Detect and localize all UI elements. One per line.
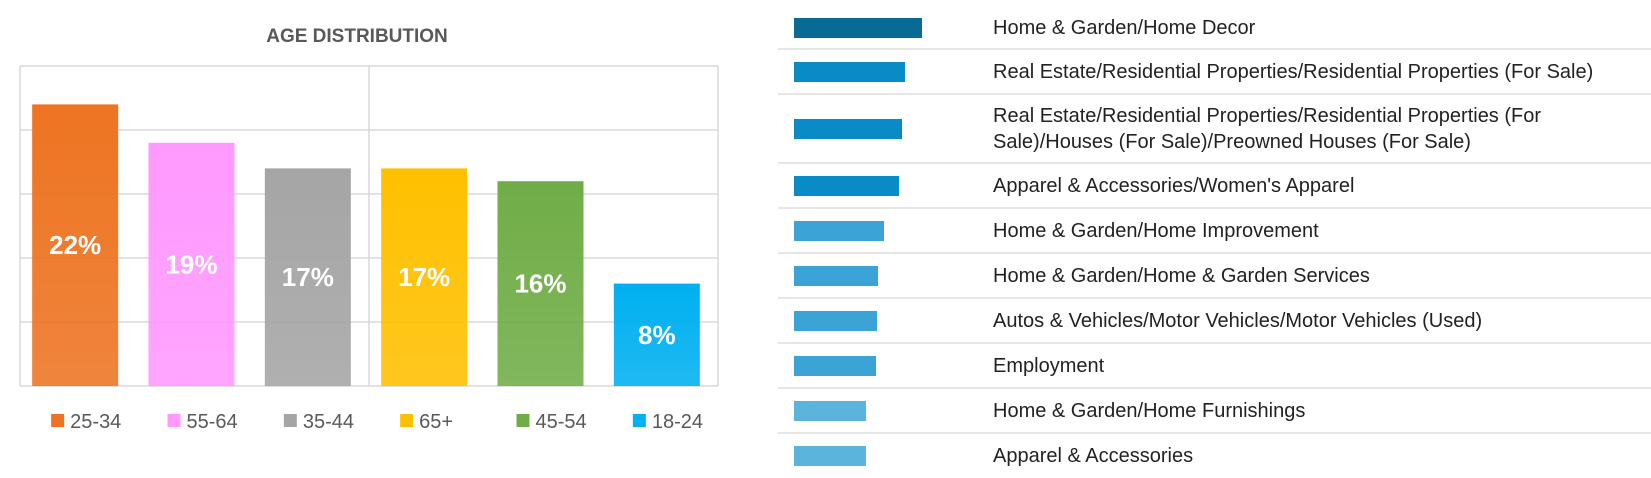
affinity-bar: [794, 18, 922, 38]
affinity-bar-cell: [778, 434, 993, 477]
affinity-bar: [794, 175, 899, 196]
affinity-bar-cell: [778, 344, 993, 387]
affinity-bar-cell: [778, 299, 993, 342]
affinity-row: Apparel & Accessories/Women's Apparel: [778, 164, 1651, 209]
affinity-bar-cell: [778, 95, 993, 162]
chart-title: AGE DISTRIBUTION: [266, 26, 448, 47]
affinity-row: Home & Garden/Home Improvement: [778, 209, 1651, 254]
legend-swatch: [632, 414, 646, 427]
affinity-row: Employment: [778, 344, 1651, 389]
affinity-label: Home & Garden/Home Improvement: [993, 219, 1319, 242]
affinity-label: Employment: [993, 354, 1105, 377]
legend-label: 45-54: [536, 411, 587, 433]
bar-45-54: [497, 181, 584, 386]
affinity-row: Autos & Vehicles/Motor Vehicles/Motor Ve…: [778, 299, 1651, 344]
bar-18-24: [613, 283, 700, 386]
affinity-row: Home & Garden/Home Decor: [778, 8, 1651, 50]
affinity-bar-cell: [778, 254, 993, 297]
affinity-bar: [794, 355, 876, 376]
bar-65+: [381, 168, 468, 386]
affinity-row: Real Estate/Residential Properties/Resid…: [778, 50, 1651, 95]
affinity-bar: [794, 265, 878, 286]
bar-value-label: 19%: [165, 249, 217, 279]
affinity-label: Home & Garden/Home & Garden Services: [993, 264, 1370, 287]
bar-value-label: 17%: [398, 262, 450, 292]
legend-label: 35-44: [303, 411, 354, 433]
affinity-bar-cell: [778, 389, 993, 432]
affinity-category-list: Home & Garden/Home Decor Real Estate/Resi…: [778, 8, 1651, 477]
legend-swatch: [283, 414, 297, 427]
affinity-bar: [794, 310, 877, 331]
affinity-row: Real Estate/Residential Properties/Resid…: [778, 95, 1651, 164]
affinity-bar: [794, 400, 866, 421]
affinity-row: Home & Garden/Home Furnishings: [778, 389, 1651, 434]
affinity-row: Apparel & Accessories: [778, 434, 1651, 477]
bar-value-label: 17%: [282, 262, 334, 292]
bar-value-label: 8%: [638, 320, 676, 350]
affinity-label: Real Estate/Residential Properties/Resid…: [993, 60, 1594, 83]
bar-value-label: 22%: [49, 230, 101, 260]
affinity-bar: [794, 445, 866, 466]
age-distribution-chart: AGE DISTRIBUTION 22% 19% 17% 17% 16% 8% 25-34 55…: [19, 26, 719, 433]
affinity-bar-cell: [778, 8, 993, 48]
legend-swatch: [167, 414, 181, 427]
affinity-label: Home & Garden/Home Furnishings: [993, 399, 1306, 422]
affinity-label: Autos & Vehicles/Motor Vehicles/Motor Ve…: [993, 309, 1483, 332]
affinity-bar: [794, 220, 884, 241]
affinity-bar-cell: [778, 209, 993, 252]
affinity-label: Apparel & Accessories/Women's Apparel: [993, 174, 1355, 197]
legend-label: 18-24: [652, 411, 703, 433]
affinity-bar-cell: [778, 50, 993, 93]
bar-55-64: [148, 142, 235, 386]
bar-25-34: [32, 104, 119, 387]
legend-label: 65+: [419, 411, 453, 433]
affinity-bar: [794, 61, 905, 82]
legend-swatch: [400, 414, 414, 427]
affinity-bar-cell: [778, 164, 993, 207]
bar-35-44: [264, 168, 351, 386]
affinity-bar: [794, 118, 902, 139]
legend-label: 55-64: [187, 411, 238, 433]
bar-value-label: 16%: [514, 269, 566, 299]
legend-swatch: [516, 414, 530, 427]
affinity-label: Real Estate/Residential Properties/Resid…: [993, 104, 1542, 153]
affinity-label: Home & Garden/Home Decor: [993, 17, 1256, 39]
affinity-row: Home & Garden/Home & Garden Services: [778, 254, 1651, 299]
legend-label: 25-34: [70, 411, 121, 433]
legend-swatch: [51, 414, 65, 427]
affinity-label: Apparel & Accessories: [993, 444, 1194, 467]
